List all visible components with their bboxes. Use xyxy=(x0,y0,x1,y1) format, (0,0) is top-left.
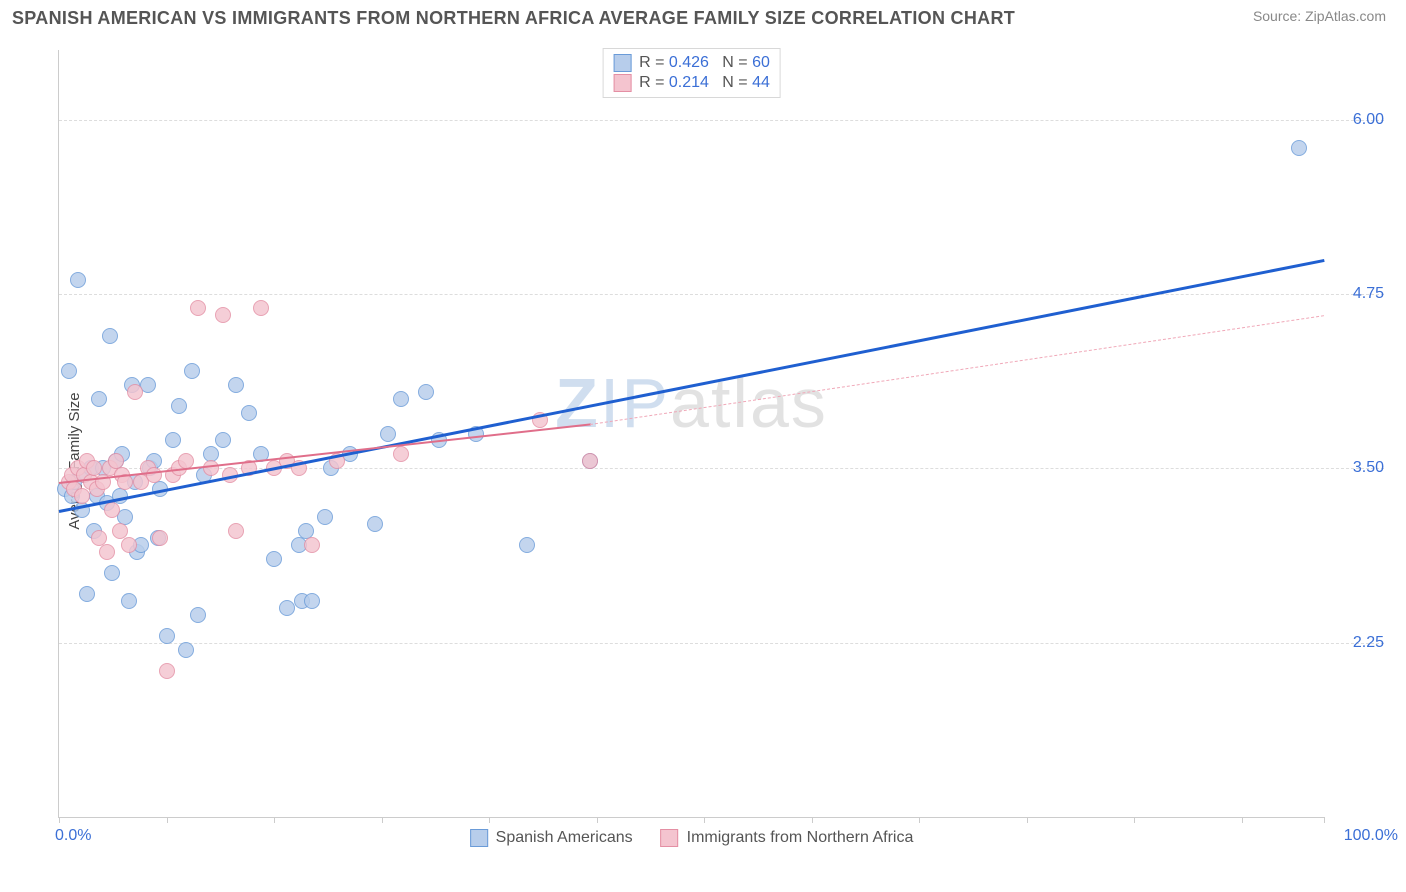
legend-label: Immigrants from Northern Africa xyxy=(687,829,914,847)
data-point xyxy=(190,607,206,623)
data-point xyxy=(215,307,231,323)
plot-area: ZIPatlas R = 0.426 N = 60 R = 0.214 N = … xyxy=(58,50,1324,818)
data-point xyxy=(184,363,200,379)
x-min-label: 0.0% xyxy=(55,827,91,845)
legend-label: Spanish Americans xyxy=(496,829,633,847)
chart-container: Average Family Size ZIPatlas R = 0.426 N… xyxy=(12,42,1394,880)
x-tick xyxy=(1134,817,1135,823)
data-point xyxy=(152,530,168,546)
data-point xyxy=(203,460,219,476)
data-point xyxy=(393,391,409,407)
chart-title: SPANISH AMERICAN VS IMMIGRANTS FROM NORT… xyxy=(12,8,1015,29)
y-tick-label: 6.00 xyxy=(1334,111,1384,129)
data-point xyxy=(104,565,120,581)
data-point xyxy=(99,544,115,560)
x-tick xyxy=(274,817,275,823)
stats-row-spanish: R = 0.426 N = 60 xyxy=(613,53,770,73)
data-point xyxy=(582,453,598,469)
x-tick xyxy=(919,817,920,823)
x-tick xyxy=(704,817,705,823)
x-tick xyxy=(489,817,490,823)
data-point xyxy=(228,523,244,539)
trend-line xyxy=(59,424,591,485)
data-point xyxy=(159,663,175,679)
series-legend: Spanish Americans Immigrants from Northe… xyxy=(470,829,914,847)
stats-row-nafrica: R = 0.214 N = 44 xyxy=(613,73,770,93)
x-tick xyxy=(812,817,813,823)
data-point xyxy=(1291,140,1307,156)
data-point xyxy=(79,586,95,602)
swatch-spanish xyxy=(613,54,631,72)
data-point xyxy=(393,446,409,462)
swatch-nafrica xyxy=(613,74,631,92)
x-tick xyxy=(1242,817,1243,823)
x-tick xyxy=(382,817,383,823)
legend-item-spanish: Spanish Americans xyxy=(470,829,633,847)
y-tick-label: 3.50 xyxy=(1334,459,1384,477)
data-point xyxy=(304,593,320,609)
data-point xyxy=(159,628,175,644)
data-point xyxy=(171,398,187,414)
data-point xyxy=(253,300,269,316)
data-point xyxy=(165,432,181,448)
x-tick xyxy=(597,817,598,823)
data-point xyxy=(215,432,231,448)
y-tick-label: 4.75 xyxy=(1334,285,1384,303)
data-point xyxy=(304,537,320,553)
data-point xyxy=(102,328,118,344)
data-point xyxy=(127,384,143,400)
data-point xyxy=(519,537,535,553)
x-tick xyxy=(167,817,168,823)
data-point xyxy=(146,467,162,483)
data-point xyxy=(228,377,244,393)
data-point xyxy=(104,502,120,518)
trend-line xyxy=(59,259,1325,513)
data-point xyxy=(266,551,282,567)
x-tick xyxy=(1027,817,1028,823)
source-label: Source: ZipAtlas.com xyxy=(1253,8,1386,24)
data-point xyxy=(61,363,77,379)
gridline xyxy=(59,294,1384,295)
x-tick xyxy=(1324,817,1325,823)
data-point xyxy=(178,642,194,658)
data-point xyxy=(279,600,295,616)
data-point xyxy=(91,391,107,407)
data-point xyxy=(70,272,86,288)
stats-legend: R = 0.426 N = 60 R = 0.214 N = 44 xyxy=(602,48,781,98)
swatch-spanish-icon xyxy=(470,829,488,847)
x-tick xyxy=(59,817,60,823)
data-point xyxy=(121,537,137,553)
swatch-nafrica-icon xyxy=(661,829,679,847)
data-point xyxy=(241,405,257,421)
data-point xyxy=(74,488,90,504)
data-point xyxy=(121,593,137,609)
data-point xyxy=(418,384,434,400)
y-tick-label: 2.25 xyxy=(1334,634,1384,652)
legend-item-nafrica: Immigrants from Northern Africa xyxy=(661,829,914,847)
x-max-label: 100.0% xyxy=(1344,827,1398,845)
gridline xyxy=(59,120,1384,121)
data-point xyxy=(367,516,383,532)
data-point xyxy=(380,426,396,442)
data-point xyxy=(190,300,206,316)
gridline xyxy=(59,468,1384,469)
gridline xyxy=(59,643,1384,644)
data-point xyxy=(317,509,333,525)
